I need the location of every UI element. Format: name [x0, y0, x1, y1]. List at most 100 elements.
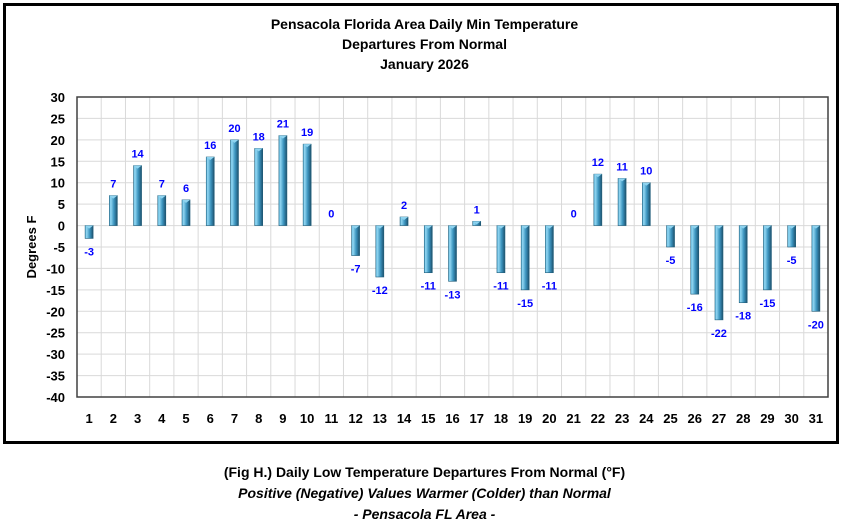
x-tick-label: 12: [348, 411, 362, 426]
data-label: 12: [592, 157, 604, 169]
data-label: 1: [474, 204, 480, 216]
data-label: -15: [517, 298, 533, 310]
bar: [302, 143, 312, 226]
bar-cap: [545, 225, 554, 229]
x-tick-label: 4: [158, 411, 166, 426]
x-tick-label: 5: [182, 411, 189, 426]
figure-caption: (Fig H.) Daily Low Temperature Departure…: [0, 462, 849, 525]
x-tick-label: 29: [760, 411, 774, 426]
bar-cap: [375, 225, 384, 229]
chart-title-line-3: January 2026: [380, 56, 469, 72]
data-label: 7: [110, 179, 116, 191]
x-tick-label: 30: [784, 411, 798, 426]
bar-cap: [521, 225, 530, 229]
bar: [109, 195, 118, 226]
data-label: -5: [666, 255, 676, 267]
chart-title-line-1: Pensacola Florida Area Daily Min Tempera…: [270, 16, 579, 32]
y-tick-label: -20: [46, 304, 65, 319]
y-tick-label: -40: [46, 390, 65, 405]
y-tick-label: 5: [58, 197, 65, 212]
bar-cap: [496, 225, 505, 229]
bar-cap: [763, 225, 772, 229]
data-label: 19: [301, 127, 313, 139]
data-label: 14: [131, 149, 144, 161]
y-tick-label: 15: [51, 154, 65, 169]
bar: [811, 225, 821, 312]
data-labels: -3 7 14 7 6 16 20 18 21 19 0 -7 -12 2 -11 -13 1 -11 -15 -11…: [84, 119, 824, 340]
caption-line-3: - Pensacola FL Area -: [353, 506, 496, 522]
data-label: -20: [808, 319, 824, 331]
bar-cap: [278, 135, 287, 139]
x-tick-label: 23: [615, 411, 629, 426]
data-label: 2: [401, 200, 407, 212]
bar: [254, 148, 263, 226]
y-tick-label: -25: [46, 326, 65, 341]
x-tick-label: 20: [542, 411, 556, 426]
data-label: -16: [687, 302, 703, 314]
x-tick-label: 1: [85, 411, 92, 426]
bar-cap: [642, 182, 651, 186]
bar: [787, 225, 796, 248]
y-tick-label: -15: [46, 283, 65, 298]
data-label: -15: [759, 298, 775, 310]
bar: [593, 173, 603, 226]
x-tick-label: 11: [324, 411, 338, 426]
x-tick-label: 9: [279, 411, 286, 426]
bar: [642, 182, 651, 226]
data-label: 0: [571, 209, 577, 221]
bar-cap: [303, 144, 312, 148]
data-label: 16: [204, 140, 216, 152]
bar: [375, 225, 385, 278]
x-tick-label: 27: [712, 411, 726, 426]
bar: [763, 225, 772, 291]
bar-cap: [85, 225, 94, 229]
x-tick-label: 21: [566, 411, 580, 426]
y-axis-label: Degrees F: [24, 216, 39, 279]
bar: [714, 225, 724, 321]
y-tick-label: -5: [53, 240, 65, 255]
x-tick-label: 3: [134, 411, 141, 426]
y-tick-label: 25: [51, 111, 65, 126]
bar-cap: [351, 225, 360, 229]
y-tick-label: -10: [46, 261, 65, 276]
bars: [84, 135, 821, 321]
x-tick-label: 2: [110, 411, 117, 426]
bar-cap: [424, 225, 433, 229]
bar: [690, 225, 700, 295]
caption-line-2: Positive (Negative) Values Warmer (Colde…: [238, 485, 611, 501]
bar-cap: [811, 225, 820, 229]
x-tick-label: 18: [494, 411, 508, 426]
data-label: -12: [372, 285, 388, 297]
y-tick-label: 0: [58, 219, 65, 234]
bar: [351, 225, 360, 256]
bar: [496, 225, 506, 274]
data-label: -11: [542, 281, 557, 293]
y-tick-label: -35: [46, 369, 65, 384]
bar-cap: [133, 165, 142, 169]
data-label: -5: [787, 255, 797, 267]
data-label: -7: [351, 264, 361, 276]
chart-title-line-2: Departures From Normal: [342, 36, 507, 52]
bar-cap: [714, 225, 723, 229]
bar-cap: [109, 195, 118, 199]
bar-cap: [593, 174, 602, 178]
x-tick-label: 26: [688, 411, 702, 426]
x-tick-label: 6: [207, 411, 214, 426]
bar-cap: [206, 157, 215, 160]
data-label: 0: [328, 209, 334, 221]
x-tick-label: 28: [736, 411, 750, 426]
bar: [617, 178, 627, 226]
data-label: 6: [183, 183, 189, 195]
y-tick-label: 10: [51, 176, 65, 191]
bar-cap: [787, 225, 796, 229]
y-tick-label: 20: [51, 133, 65, 148]
data-label: -11: [493, 281, 508, 293]
data-label: 21: [277, 119, 289, 131]
data-label: 10: [640, 166, 652, 178]
bar: [181, 199, 191, 226]
bar-cap: [230, 139, 239, 143]
data-label: 18: [253, 131, 265, 143]
x-tick-label: 22: [591, 411, 605, 426]
bar: [666, 225, 675, 248]
bar-cap: [739, 225, 748, 229]
